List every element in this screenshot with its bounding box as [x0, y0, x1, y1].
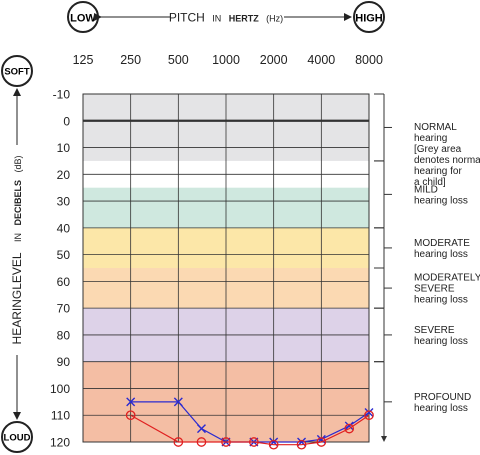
- series-line: [130, 414, 370, 446]
- y-tick-label: 90: [57, 355, 71, 369]
- level-unit: DECIBELS: [13, 180, 23, 226]
- x-tick-label: 250: [120, 53, 141, 67]
- x-tick-label: 125: [73, 53, 94, 67]
- pitch-unit: HERTZ: [229, 14, 259, 24]
- high-label: HIGH: [355, 13, 383, 25]
- y-tick-label: 0: [63, 114, 70, 128]
- category-sublabel: hearing loss: [414, 249, 468, 260]
- cross-point: [196, 424, 206, 434]
- circle-point: [196, 437, 207, 447]
- category-sublabel: hearing loss: [414, 336, 468, 347]
- y-tick-label: -10: [53, 88, 71, 102]
- y-tick-label: 30: [57, 195, 71, 209]
- category-sublabel: SEVERE: [414, 284, 455, 295]
- x-tick-label: 500: [168, 53, 189, 67]
- x-tick-label: 4000: [307, 53, 335, 67]
- high-circle: [353, 1, 385, 33]
- category-label: NORMAL: [414, 122, 457, 133]
- bracket-arrow: [381, 436, 387, 442]
- y-tick-label: 60: [57, 275, 71, 289]
- y-tick-label: 50: [57, 248, 71, 262]
- category-label: PROFOUND: [414, 392, 471, 403]
- y-tick-label: 70: [57, 302, 71, 316]
- y-tick-label: 100: [50, 382, 70, 396]
- pitch-in: IN: [212, 14, 221, 24]
- loud-label: LOUD: [4, 433, 31, 444]
- x-tick-label: 2000: [260, 53, 288, 67]
- circle-point: [268, 439, 279, 450]
- series-line: [130, 401, 370, 443]
- x-tick-label: 8000: [355, 53, 383, 67]
- level-in: IN: [13, 233, 23, 242]
- y-tick-label: 20: [57, 168, 71, 182]
- category-label: MODERATELY: [414, 273, 480, 284]
- level-word: HEARINGLEVEL: [10, 252, 24, 344]
- axes: -10 0 10 20 30 40 50 60 70 80 90 100 110 120 125 250 500…: [50, 53, 383, 450]
- category-sublabel: hearing: [414, 133, 447, 144]
- level-caption: HEARINGLEVEL IN DECIBELS (dB): [8, 156, 25, 345]
- cross-point: [364, 408, 374, 418]
- series-circle: [125, 410, 374, 450]
- cross-point: [126, 397, 136, 407]
- loud-circle: [1, 421, 33, 453]
- category-sublabel: hearing loss: [414, 195, 468, 206]
- y-tick-label: 80: [57, 328, 71, 342]
- y-tick-label: 40: [57, 221, 71, 235]
- circle-point: [344, 423, 355, 434]
- circle-point: [316, 437, 327, 447]
- y-tick-label: 110: [51, 409, 70, 423]
- category-sublabel: denotes normal: [414, 155, 480, 166]
- circle-point: [249, 437, 259, 447]
- y-tick-label: 120: [50, 436, 70, 450]
- category-label: MILD: [414, 184, 438, 195]
- level-abbr: (dB): [13, 156, 23, 173]
- soft-label: SOFT: [4, 67, 30, 78]
- pitch-word: PITCH: [169, 11, 205, 25]
- pitch-abbr: (Hz): [266, 14, 283, 24]
- circle-point: [125, 410, 136, 421]
- soft-circle: [1, 55, 33, 87]
- category-sublabel: [Grey area: [414, 144, 462, 155]
- category-label: MODERATE: [414, 238, 470, 249]
- circle-point: [296, 439, 307, 450]
- level-side: SOFT LOUD HEARINGLEVEL IN DECIBELS (dB): [1, 55, 33, 453]
- category-sublabel: a child]: [414, 177, 446, 188]
- cross-point: [344, 421, 354, 431]
- category-sublabel: hearing for: [414, 166, 462, 177]
- category-sublabel: hearing loss: [414, 403, 468, 414]
- x-tick-label: 1000: [212, 53, 240, 67]
- pitch-header: LOW HIGH PITCH IN HERTZ (Hz): [67, 1, 385, 33]
- category-sublabel: hearing loss: [414, 295, 468, 306]
- low-label: LOW: [70, 13, 96, 25]
- pitch-caption: PITCH IN HERTZ (Hz): [169, 9, 283, 26]
- category-label: SEVERE: [414, 325, 455, 336]
- circle-point: [221, 437, 231, 447]
- circle-point: [173, 437, 184, 447]
- y-tick-label: 10: [57, 141, 71, 155]
- circle-point: [364, 410, 374, 421]
- data-series: [125, 397, 374, 450]
- cross-point: [173, 397, 183, 407]
